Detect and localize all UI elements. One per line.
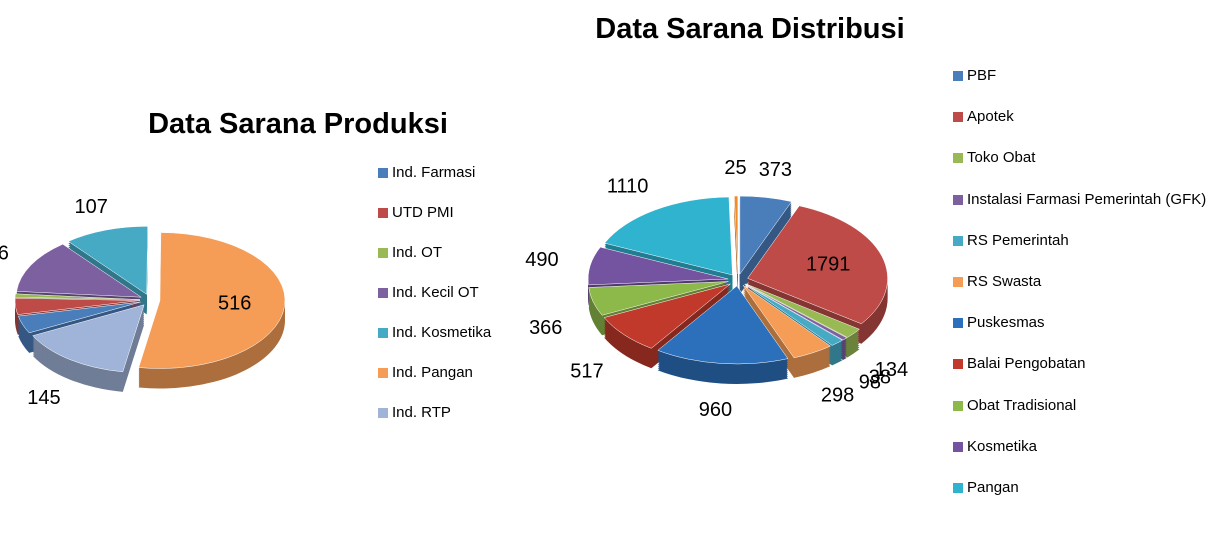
legend-swatch [953,441,963,452]
slice [588,281,729,316]
data-label: 366 [529,317,562,339]
legend-item: Toko Obat [953,149,1221,190]
legend-item: Puskesmas [953,314,1221,355]
data-label: 145 [27,387,60,409]
legend-swatch [953,318,963,329]
legend-item: Balai Pengobatan [953,355,1221,396]
legend-swatch [378,368,388,378]
legend-item: Instalasi Farmasi Pemerintah (GFK) [953,191,1221,232]
legend-swatch [953,194,963,205]
data-label: 134 [875,359,908,381]
slice [734,195,739,275]
legend-label: Ind. RTP [392,404,451,421]
chart-title: Data Sarana Distribusi [595,13,904,45]
legend-swatch [378,248,388,258]
slice [67,226,148,295]
data-label: 373 [759,159,792,181]
data-label: 38 [869,366,891,388]
slice [17,301,141,334]
legend-item: Ind. Farmasi [378,164,558,204]
slice [587,246,729,286]
legend-swatch [953,359,963,370]
legend-swatch [953,71,963,81]
legend-label: Ind. Kecil OT [392,284,479,301]
slice [657,285,789,365]
legend-item: Apotek [953,108,1221,149]
legend-label: Ind. Farmasi [392,164,476,181]
legend-item: Ind. Kecil OT [378,284,558,324]
legend-label: Ind. OT [392,244,443,261]
data-label: 25 [724,157,746,179]
legend-swatch [378,168,388,178]
data-label: 517 [570,361,603,383]
legend-swatch [953,276,963,287]
legend-label: Apotek [967,108,1014,126]
slice [14,293,141,300]
slice [604,196,733,276]
slice [747,205,888,325]
legend-label: Ind. Pangan [392,364,473,381]
data-label: 516 [218,292,251,314]
legend-label: PBF [967,67,997,84]
data-label: 107 [75,196,108,218]
legend: PBF Apotek Toko Obat Instalasi Farmasi Peme… [953,67,1221,520]
legend-item: Ind. OT [378,244,558,284]
slice [744,284,844,346]
slice [603,283,731,349]
slice [14,297,141,315]
legend-label: Puskesmas [967,314,1045,332]
legend-swatch [378,328,388,338]
legend-swatch [953,482,963,493]
data-label: 490 [525,249,558,271]
legend-item: Ind. Kosmetika [378,324,558,364]
legend-swatch [953,112,963,123]
legend-label: RS Swasta [967,272,1042,290]
legend-label: UTD PMI [392,204,454,221]
legend-item: Ind. Pangan [378,364,558,404]
legend-item: UTD PMI [378,204,558,244]
legend-swatch [378,408,388,418]
data-label: 126 [0,242,9,264]
data-label: 298 [821,385,854,407]
legend-label: Toko Obat [967,149,1036,167]
legend-label: Ind. Kosmetika [392,324,492,341]
legend-label: Instalasi Farmasi Pemerintah (GFK) [967,190,1207,208]
legend-swatch [953,400,963,411]
legend-item: Pangan [953,479,1221,520]
legend-swatch [378,208,388,218]
legend-swatch [953,153,963,164]
data-label: 960 [699,399,732,421]
legend-item: RS Pemerintah [953,232,1221,273]
legend: Ind. Farmasi UTD PMI Ind. OT Ind. Kecil OT I… [378,164,558,444]
slice [745,283,848,341]
legend-item: RS Swasta [953,273,1221,314]
legend-item: Obat Tradisional [953,397,1221,438]
legend-label: Kosmetika [967,437,1038,455]
data-label: 1791 [806,253,851,275]
legend-label: RS Pemerintah [967,231,1069,249]
data-label: 1110 [607,176,649,198]
legend-item: PBF [953,67,1221,108]
legend-label: Balai Pengobatan [967,355,1086,373]
slice [742,284,831,359]
legend-swatch [953,235,963,246]
legend-label: Pangan [967,478,1019,496]
legend-swatch [378,288,388,298]
slice [32,304,145,373]
legend-item: Kosmetika [953,438,1221,479]
legend-item: Ind. RTP [378,404,558,444]
legend-label: Obat Tradisional [967,396,1077,414]
data-label: 98 [859,372,881,394]
slice [745,283,860,338]
slice [138,232,286,369]
chart-title: Data Sarana Produksi [148,108,448,140]
slice [16,243,143,298]
slice [739,195,792,275]
